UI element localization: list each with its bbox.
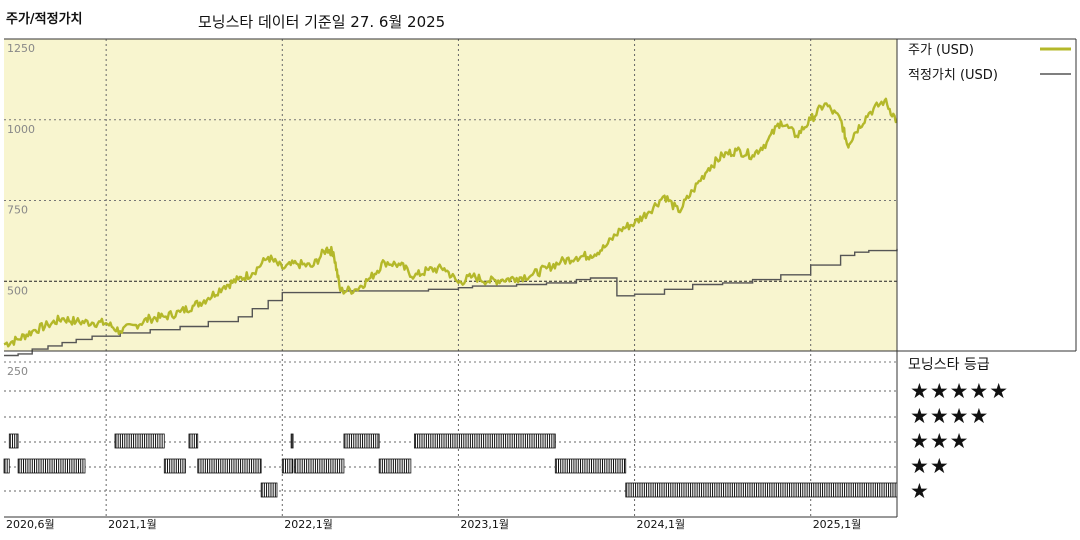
- y-tick-label: 1000: [7, 123, 35, 136]
- price-series: [3, 97, 898, 348]
- chart-title: 주가/적정가치: [6, 12, 83, 27]
- legend: 주가 (USD)적정가치 (USD)모닝스타 등급★★★★★★★★★★★★★★★: [908, 43, 1071, 503]
- rating-bar-1-stars: [625, 482, 898, 498]
- rating-bar-3-stars: [413, 433, 556, 449]
- rating-bar-2-stars: [378, 458, 412, 474]
- x-axis-ticks: 2020,6월 2021,1월 2022,1월 2023,1월 2024,1월 2025,…: [6, 518, 861, 531]
- frame: [4, 38, 1077, 518]
- x-tick-label: 2020,6월: [6, 518, 55, 531]
- rating-stars-4: ★★★★: [910, 404, 989, 428]
- rating-bar-2-stars: [294, 458, 345, 474]
- rating-bar-outline: [8, 433, 19, 449]
- y-tick-label: 500: [7, 284, 28, 297]
- rating-bar-2-stars: [554, 458, 627, 474]
- rating-bar-outline: [188, 433, 199, 449]
- legend-label-price: 주가 (USD): [908, 43, 974, 58]
- rating-bar-2-stars: [3, 458, 10, 474]
- x-tick-label: 2022,1월: [284, 518, 333, 531]
- y-tick-label: 250: [7, 365, 28, 378]
- legend-label-fair: 적정가치 (USD): [908, 68, 998, 83]
- x-tick-label: 2023,1월: [460, 518, 509, 531]
- rating-bar-outline: [3, 458, 10, 474]
- rating-bar-2-stars: [197, 458, 262, 474]
- rating-bar-3-stars: [8, 433, 19, 449]
- rating-bar-outline: [343, 433, 380, 449]
- rating-stars-2: ★★: [910, 454, 950, 478]
- rating-stars-3: ★★★: [910, 429, 969, 453]
- rating-bars: [3, 433, 898, 498]
- rating-bar-2-stars: [17, 458, 86, 474]
- rating-bar-outline: [413, 433, 556, 449]
- rating-bar-3-stars: [343, 433, 380, 449]
- price-line: [3, 97, 898, 348]
- rating-bar-outline: [554, 458, 627, 474]
- plot-background: [4, 39, 897, 351]
- y-tick-label: 750: [7, 204, 28, 217]
- fair-value-line: [4, 248, 898, 357]
- chart-subtitle: 모닝스타 데이터 기준일 27. 6월 2025: [198, 13, 446, 31]
- price-area-background: [4, 39, 897, 351]
- x-tick-label: 2024,1월: [637, 518, 686, 531]
- rating-bar-3-stars: [188, 433, 199, 449]
- rating-stars-5: ★★★★★: [910, 379, 1009, 403]
- rating-bar-2-stars: [163, 458, 186, 474]
- x-tick-label: 2025,1월: [813, 518, 862, 531]
- rating-legend-title: 모닝스타 등급: [908, 357, 990, 373]
- rating-bar-2-stars: [281, 458, 294, 474]
- x-tick-label: 2021,1월: [108, 518, 157, 531]
- rating-stars-1: ★: [910, 479, 930, 503]
- fair-value-series: [4, 248, 898, 357]
- y-axis-ticks: 250 500 750 1000 1250: [7, 42, 35, 378]
- rating-bar-3-stars: [114, 433, 165, 449]
- y-tick-label: 1250: [7, 42, 35, 55]
- rating-bar-3-stars: [290, 433, 294, 449]
- rating-bar-1-stars: [260, 482, 278, 498]
